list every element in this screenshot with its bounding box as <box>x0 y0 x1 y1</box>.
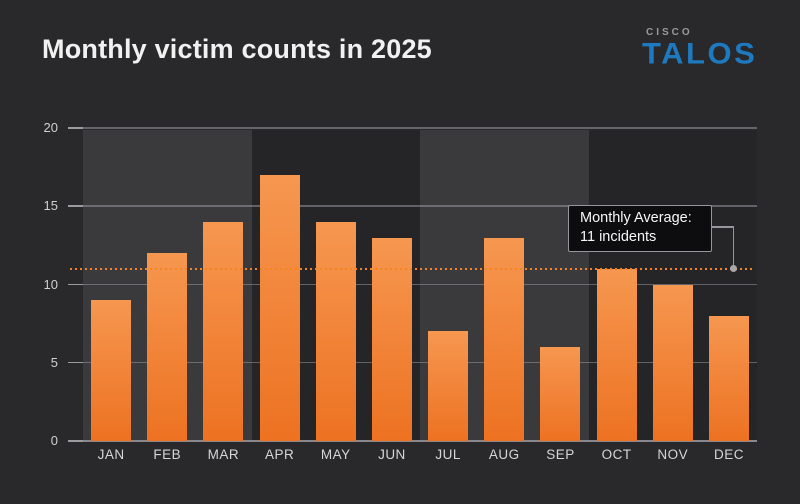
gridline-y-15 <box>83 205 757 207</box>
bar-slot-jan <box>83 128 139 441</box>
y-axis-tick-0 <box>68 440 83 442</box>
gridline-y-0 <box>83 440 757 442</box>
talos-logo-text: TALOS <box>642 37 758 71</box>
y-axis-tick-15 <box>68 205 83 207</box>
bar-slot-mar <box>195 128 251 441</box>
bar-may <box>315 221 356 441</box>
x-axis-label-aug: AUG <box>488 447 520 462</box>
bar-mar <box>203 221 244 441</box>
y-axis-label-0: 0 <box>50 433 58 448</box>
x-axis-label-apr: APR <box>264 447 295 462</box>
average-annotation-box: Monthly Average: 11 incidents <box>568 205 712 252</box>
cisco-logo-text: CISCO <box>646 27 693 38</box>
bar-slot-dec <box>701 128 757 441</box>
x-axis-label-feb: FEB <box>153 447 182 462</box>
x-axis-labels: JAN FEB MAR APR MAY JUN JUL AUG SEP OCT NOV DEC <box>83 447 757 462</box>
bar-aug <box>484 237 525 441</box>
annotation-line-1: Monthly Average: <box>580 210 692 226</box>
gridline-y-10 <box>83 283 757 285</box>
x-axis-label-may: MAY <box>320 447 351 462</box>
bar-slot-nov <box>645 128 701 441</box>
bar-feb <box>147 253 188 441</box>
bar-slot-feb <box>139 128 195 441</box>
x-axis-label-nov: NOV <box>657 447 689 462</box>
y-axis-label-15: 15 <box>43 198 58 214</box>
x-axis-label-oct: OCT <box>601 447 632 462</box>
bar-slot-jun <box>364 128 420 441</box>
y-axis-tick-5 <box>68 361 83 364</box>
bar-slot-apr <box>252 128 308 441</box>
bar-dec <box>708 315 749 441</box>
y-axis-label-5: 5 <box>50 354 58 370</box>
y-axis-tick-20 <box>68 127 83 129</box>
bar-sep <box>540 347 581 441</box>
x-axis-label-sep: SEP <box>546 447 575 462</box>
bar-jul <box>428 331 469 441</box>
bar-slot-aug <box>476 128 532 441</box>
bar-slot-may <box>308 128 364 441</box>
y-axis-label-10: 10 <box>43 276 58 292</box>
page-title: Monthly victim counts in 2025 <box>42 34 432 64</box>
x-axis-label-mar: MAR <box>207 447 240 462</box>
y-axis-label-20: 20 <box>43 120 58 135</box>
x-axis-label-jun: JUN <box>378 447 406 462</box>
bar-chart-plot-area <box>70 127 757 442</box>
annotation-connector-dot <box>729 265 737 272</box>
gridline-y-5 <box>83 361 757 364</box>
x-axis-label-jul: JUL <box>435 447 461 462</box>
x-axis-label-dec: DEC <box>713 447 744 462</box>
bar-apr <box>259 174 300 441</box>
bars-container <box>83 128 757 441</box>
x-axis-label-jan: JAN <box>97 447 125 462</box>
annotation-line-2: 11 incidents <box>580 228 657 245</box>
bar-slot-sep <box>532 128 588 441</box>
gridline-y-20 <box>83 127 757 129</box>
bar-oct <box>596 268 637 441</box>
annotation-connector-horizontal <box>712 226 734 228</box>
y-axis-tick-10 <box>68 283 83 285</box>
cisco-talos-logo: CISCO TALOS <box>642 27 792 71</box>
bar-slot-oct <box>589 128 645 441</box>
bar-nov <box>652 284 693 441</box>
bar-jun <box>371 237 412 441</box>
average-dotted-line <box>70 267 755 270</box>
annotation-connector-vertical <box>732 226 734 266</box>
bar-jan <box>91 300 132 441</box>
bar-slot-jul <box>420 128 476 441</box>
